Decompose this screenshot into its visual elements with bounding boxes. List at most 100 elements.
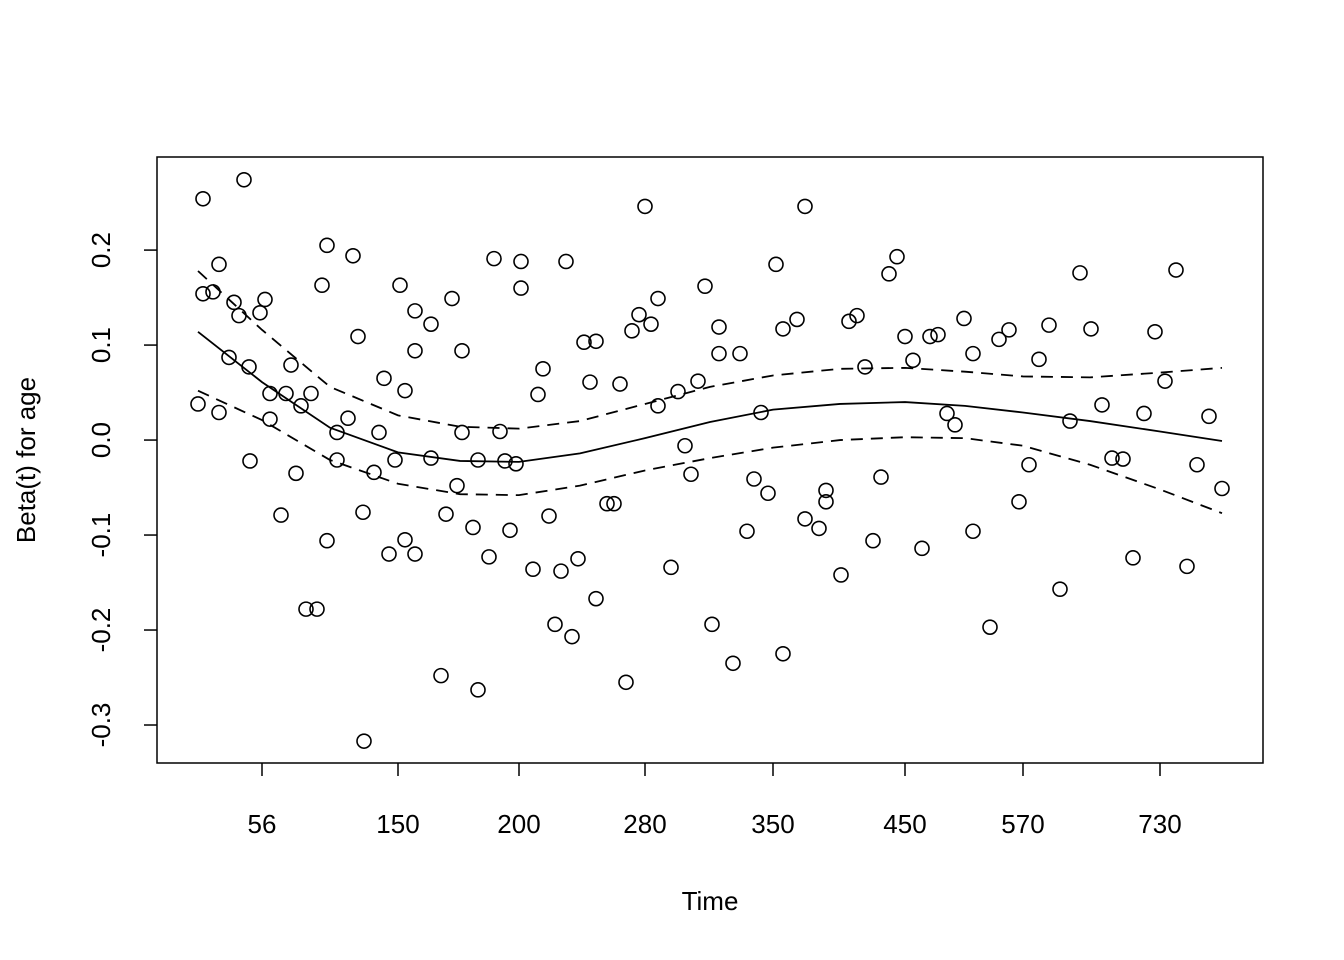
point (599, 495, 615, 512)
point (1201, 408, 1217, 425)
point (711, 319, 727, 335)
point (1136, 405, 1152, 422)
x-tick-label: 150 (376, 809, 419, 839)
point (221, 349, 237, 366)
point (319, 237, 335, 254)
point (1115, 451, 1131, 467)
point (438, 506, 454, 522)
point (1214, 480, 1230, 497)
point (746, 471, 762, 487)
point (1189, 456, 1205, 473)
point (371, 424, 387, 441)
point (502, 522, 518, 539)
point (865, 532, 881, 549)
y-tick-label: -0.3 (86, 703, 116, 748)
point (1041, 317, 1057, 333)
point (309, 601, 325, 617)
point (257, 291, 273, 308)
point (1104, 450, 1120, 466)
point (939, 405, 955, 422)
point (606, 495, 622, 512)
point (541, 508, 557, 524)
point (1094, 397, 1110, 413)
point (612, 376, 628, 392)
point (288, 465, 304, 482)
x-tick-label: 730 (1138, 809, 1181, 839)
point (881, 266, 897, 282)
x-tick-label: 350 (751, 809, 794, 839)
point (775, 321, 791, 337)
point (991, 331, 1007, 348)
point (965, 345, 981, 362)
point (889, 248, 905, 265)
x-axis-label: Time (682, 886, 739, 916)
point (704, 616, 720, 633)
y-tick-label: -0.1 (86, 513, 116, 558)
point (1179, 558, 1195, 575)
point (637, 198, 653, 215)
point (231, 307, 247, 324)
point (768, 256, 784, 273)
point (818, 482, 834, 499)
point (449, 477, 465, 494)
point (433, 667, 449, 684)
point (618, 674, 634, 691)
point (226, 294, 242, 311)
point (407, 303, 423, 319)
point (350, 328, 366, 345)
point (873, 469, 889, 485)
point (643, 316, 659, 332)
point (492, 423, 508, 440)
x-tick-label: 280 (623, 809, 666, 839)
point (663, 559, 679, 576)
point (356, 733, 372, 749)
point (345, 247, 361, 264)
point (588, 590, 604, 607)
point (775, 645, 791, 662)
point (486, 250, 502, 267)
y-tick-label: -0.2 (86, 608, 116, 653)
point (205, 284, 221, 300)
point (423, 316, 439, 332)
point (211, 404, 227, 421)
plot-frame (156, 156, 1264, 764)
point (841, 313, 857, 330)
point (381, 546, 397, 562)
point (897, 328, 913, 345)
point (789, 311, 805, 328)
point (849, 307, 865, 324)
point (252, 304, 268, 321)
point (857, 359, 873, 375)
curve (197, 331, 1223, 463)
point (732, 345, 748, 362)
point (481, 549, 497, 565)
point (293, 398, 309, 414)
point (930, 326, 946, 343)
point (407, 546, 423, 562)
point (677, 437, 693, 454)
point (1125, 550, 1141, 566)
point (1072, 265, 1088, 281)
point (576, 334, 592, 351)
point (582, 374, 598, 390)
point (914, 540, 930, 557)
point (1083, 321, 1099, 337)
point (947, 417, 963, 433)
point (570, 550, 586, 567)
point (725, 655, 741, 672)
point (340, 410, 356, 427)
point (303, 385, 319, 402)
point (376, 370, 392, 387)
point (624, 323, 640, 339)
point (236, 171, 252, 188)
point (1157, 373, 1173, 389)
point (397, 382, 413, 399)
point (397, 531, 413, 548)
point (525, 561, 541, 578)
point (547, 616, 563, 633)
point (760, 485, 776, 502)
point (195, 190, 211, 207)
point (513, 280, 529, 296)
point (558, 253, 574, 270)
